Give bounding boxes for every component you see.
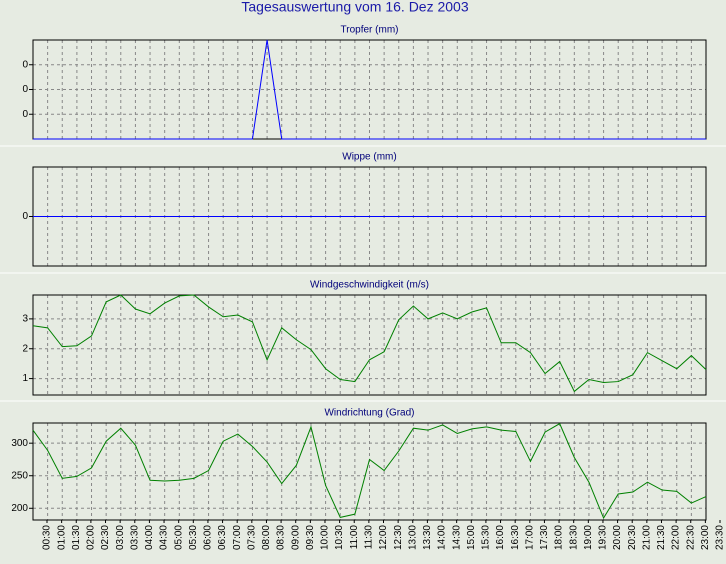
panel-title: Windrichtung (Grad) xyxy=(324,408,414,419)
x-tick-label: 23:00 xyxy=(700,525,711,550)
x-tick-label: 13:30 xyxy=(422,525,433,550)
data-line xyxy=(32,422,707,520)
x-tick-label: 11:30 xyxy=(364,525,375,550)
x-tick-label: 03:00 xyxy=(115,525,126,550)
y-tick-label: 1 xyxy=(22,373,28,384)
x-tick-label: 20:30 xyxy=(627,525,638,550)
data-line xyxy=(33,39,706,140)
x-tick-label: 11:00 xyxy=(349,525,360,550)
x-tick-label: 16:30 xyxy=(510,525,521,550)
x-tick-label: 12:30 xyxy=(393,525,404,550)
x-tick-label: 19:30 xyxy=(598,525,609,550)
x-tick-label: 02:00 xyxy=(86,525,97,550)
x-tick-label: 18:00 xyxy=(554,525,565,550)
x-tick-label: 20:00 xyxy=(612,525,623,550)
x-tick-label: 12:00 xyxy=(378,525,389,550)
x-tick-label: 22:00 xyxy=(671,525,682,550)
x-tick-label: 01:30 xyxy=(71,525,82,550)
y-tick-label: 0 xyxy=(22,84,28,95)
y-tick-label: 0 xyxy=(22,109,28,120)
plot-frame xyxy=(32,422,707,521)
x-tick-label: 09:00 xyxy=(290,525,301,550)
page-title: Tagesauswertung vom 16. Dez 2003 xyxy=(241,0,468,15)
x-tick-label: 08:30 xyxy=(276,525,287,550)
x-tick-label: 05:30 xyxy=(188,525,199,550)
y-tick-label: 200 xyxy=(11,503,28,514)
x-tick-label: 09:30 xyxy=(305,525,316,550)
x-tick-label: 05:00 xyxy=(173,525,184,550)
panel-title: Wippe (mm) xyxy=(342,152,396,163)
x-tick-label: 01:00 xyxy=(56,525,67,550)
x-tick-label: 10:30 xyxy=(334,525,345,550)
x-tick-label: 17:00 xyxy=(524,525,535,550)
x-tick-label: 21:00 xyxy=(641,525,652,550)
x-tick-label: 00:30 xyxy=(42,525,53,550)
x-tick-label: 18:30 xyxy=(568,525,579,550)
plot-frame xyxy=(32,294,707,396)
x-tick-label: 08:00 xyxy=(261,525,272,550)
x-tick-label: 06:30 xyxy=(217,525,228,550)
x-tick-label: 15:30 xyxy=(481,525,492,550)
y-tick-label: 0 xyxy=(22,59,28,70)
x-tick-label: 22:30 xyxy=(685,525,696,550)
x-tick-label: 04:00 xyxy=(144,525,155,550)
x-tick-label: 14:30 xyxy=(451,525,462,550)
x-tick-label: 02:30 xyxy=(100,525,111,550)
x-tick-label: 13:00 xyxy=(407,525,418,550)
data-line xyxy=(32,294,707,393)
y-tick-label: 250 xyxy=(11,470,28,481)
panel-title: Windgeschwindigkeit (m/s) xyxy=(310,280,429,291)
x-tick-label: 14:00 xyxy=(437,525,448,550)
x-tick-label: 07:00 xyxy=(232,525,243,550)
y-tick-label: 300 xyxy=(11,438,28,449)
x-tick-label: 16:00 xyxy=(495,525,506,550)
x-tick-label: 03:30 xyxy=(129,525,140,550)
y-tick-label: 2 xyxy=(22,343,28,354)
x-tick-label: 23:30 xyxy=(715,525,726,550)
x-tick-label: 06:00 xyxy=(203,525,214,550)
x-tick-label: 21:30 xyxy=(656,525,667,550)
x-tick-label: 19:00 xyxy=(583,525,594,550)
x-tick-label: 17:30 xyxy=(539,525,550,550)
x-tick-label: 10:00 xyxy=(320,525,331,550)
y-tick-label: 3 xyxy=(22,314,28,325)
x-tick-label: 15:00 xyxy=(466,525,477,550)
panel-title: Tropfer (mm) xyxy=(341,25,399,36)
y-tick-label: 0 xyxy=(22,211,28,222)
x-tick-label: 04:30 xyxy=(159,525,170,550)
x-tick-label: 07:30 xyxy=(246,525,257,550)
